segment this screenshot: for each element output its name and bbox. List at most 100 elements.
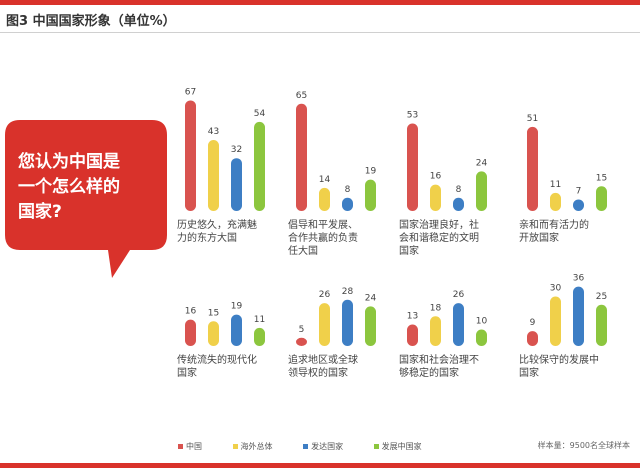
legend-item-china: 中国 xyxy=(178,441,202,452)
group-caption-1-line-2: 任大国 xyxy=(288,246,318,257)
group-caption-4-line-0: 传统流失的现代化 xyxy=(177,355,257,366)
bar-g5-s3 xyxy=(365,306,376,346)
group-caption-5-line-0: 追求地区或全球 xyxy=(288,355,358,366)
group-caption-7-line-1: 国家 xyxy=(519,368,539,379)
question-line-1: 您认为中国是 xyxy=(18,152,120,172)
bar-g7-s3 xyxy=(596,304,607,346)
group-caption-3-line-0: 亲和而有活力的 xyxy=(519,220,589,231)
group-caption-6-line-0: 国家和社会治理不 xyxy=(399,355,479,366)
group-caption-2-line-1: 会和谐稳定的文明 xyxy=(399,233,479,244)
group-caption-2-line-0: 国家治理良好，社 xyxy=(399,220,479,231)
bar-g0-s1 xyxy=(208,140,219,211)
bar-g1-s1 xyxy=(319,187,330,211)
group-caption-5: 追求地区或全球 领导权的国家 xyxy=(288,354,358,380)
value-label-g0-s1: 43 xyxy=(208,127,219,137)
legend: 中国 海外总体 发达国家 发展中国家 xyxy=(178,441,450,452)
legend-label-china: 中国 xyxy=(186,442,202,451)
bar-g5-s1 xyxy=(319,303,330,346)
bar-g6-s0 xyxy=(407,324,418,346)
group-caption-7: 比较保守的发展中 国家 xyxy=(519,354,599,380)
bar-g6-s3 xyxy=(476,329,487,346)
group-caption-1: 倡导和平发展、 合作共赢的负责 任大国 xyxy=(288,219,358,258)
bar-g3-s0 xyxy=(527,126,538,211)
value-label-g6-s0: 13 xyxy=(407,312,418,322)
title-divider xyxy=(0,32,640,33)
group-caption-0: 历史悠久，充满魅 力的东方大国 xyxy=(177,219,257,245)
bar-g3-s1 xyxy=(550,192,561,211)
question-text: 您认为中国是 一个怎么样的 国家? xyxy=(18,150,168,225)
bar-g0-s2 xyxy=(231,158,242,211)
legend-label-developed: 发达国家 xyxy=(311,442,344,451)
value-label-g5-s3: 24 xyxy=(365,293,377,303)
question-bubble xyxy=(5,120,167,278)
value-label-g6-s3: 10 xyxy=(476,317,488,327)
value-label-g4-s3: 11 xyxy=(254,315,265,325)
value-label-g4-s1: 15 xyxy=(208,308,219,318)
value-label-g2-s3: 24 xyxy=(476,158,488,168)
value-label-g1-s2: 8 xyxy=(345,185,351,195)
value-label-g0-s3: 54 xyxy=(254,109,266,119)
value-label-g6-s2: 26 xyxy=(453,290,465,300)
bar-g4-s2 xyxy=(231,314,242,346)
group-caption-7-line-0: 比较保守的发展中 xyxy=(519,355,599,366)
value-label-g7-s3: 25 xyxy=(596,292,607,302)
group-caption-6-line-1: 够稳定的国家 xyxy=(399,368,459,379)
value-label-g3-s0: 51 xyxy=(527,114,538,124)
bar-g0-s0 xyxy=(185,100,196,211)
value-label-g4-s2: 19 xyxy=(231,302,243,312)
value-label-g2-s2: 8 xyxy=(456,185,462,195)
group-caption-2: 国家治理良好，社 会和谐稳定的文明 国家 xyxy=(399,219,479,258)
group-caption-2-line-2: 国家 xyxy=(399,246,419,257)
value-label-g3-s1: 11 xyxy=(550,180,561,190)
bar-g3-s2 xyxy=(573,199,584,211)
bar-g7-s1 xyxy=(550,296,561,346)
value-label-g1-s0: 65 xyxy=(296,91,307,101)
bar-g2-s1 xyxy=(430,184,441,211)
value-label-g0-s2: 32 xyxy=(231,145,242,155)
value-label-g3-s3: 15 xyxy=(596,173,607,183)
value-label-g4-s0: 16 xyxy=(185,307,197,317)
bar-g5-s2 xyxy=(342,299,353,346)
value-label-g0-s0: 67 xyxy=(185,87,196,97)
legend-label-overseas: 海外总体 xyxy=(240,442,273,451)
value-label-g2-s0: 53 xyxy=(407,111,418,121)
bar-g7-s0 xyxy=(527,331,538,346)
value-label-g7-s0: 9 xyxy=(530,318,536,328)
bar-g1-s0 xyxy=(296,103,307,211)
bar-g3-s3 xyxy=(596,186,607,211)
bar-g4-s3 xyxy=(254,327,265,346)
chart-title: 图3 中国国家形象（单位%） xyxy=(6,14,176,29)
group-caption-4-line-1: 国家 xyxy=(177,368,197,379)
bar-g6-s1 xyxy=(430,316,441,346)
bar-g4-s1 xyxy=(208,321,219,346)
group-caption-1-line-1: 合作共赢的负责 xyxy=(288,233,358,244)
group-caption-1-line-0: 倡导和平发展、 xyxy=(288,220,358,231)
value-label-g7-s2: 36 xyxy=(573,274,585,284)
value-label-g6-s1: 18 xyxy=(430,303,442,313)
group-caption-6: 国家和社会治理不 够稳定的国家 xyxy=(399,354,479,380)
question-line-3: 国家? xyxy=(18,202,62,222)
bar-g2-s3 xyxy=(476,171,487,211)
group-caption-3: 亲和而有活力的 开放国家 xyxy=(519,219,589,245)
bar-g5-s0 xyxy=(296,337,307,346)
bar-g2-s0 xyxy=(407,123,418,211)
value-label-g2-s1: 16 xyxy=(430,172,442,182)
value-label-g7-s1: 30 xyxy=(550,284,562,294)
legend-item-developing: 发展中国家 xyxy=(373,441,422,452)
bar-g6-s2 xyxy=(453,303,464,346)
bottom-accent-bar xyxy=(0,463,640,468)
value-label-g5-s0: 5 xyxy=(299,325,305,335)
group-caption-4: 传统流失的现代化 国家 xyxy=(177,354,257,380)
value-label-g5-s1: 26 xyxy=(319,290,331,300)
bar-g1-s3 xyxy=(365,179,376,211)
legend-item-developed: 发达国家 xyxy=(303,441,343,452)
group-caption-5-line-1: 领导权的国家 xyxy=(288,368,348,379)
bar-g0-s3 xyxy=(254,121,265,211)
legend-item-overseas: 海外总体 xyxy=(232,441,273,452)
group-caption-0-line-0: 历史悠久，充满魅 xyxy=(177,220,257,231)
legend-label-developing: 发展中国家 xyxy=(381,442,422,451)
group-caption-3-line-1: 开放国家 xyxy=(519,233,559,244)
bar-g4-s0 xyxy=(185,319,196,346)
sample-size-note: 样本量：9500名全球样本 xyxy=(537,441,630,450)
